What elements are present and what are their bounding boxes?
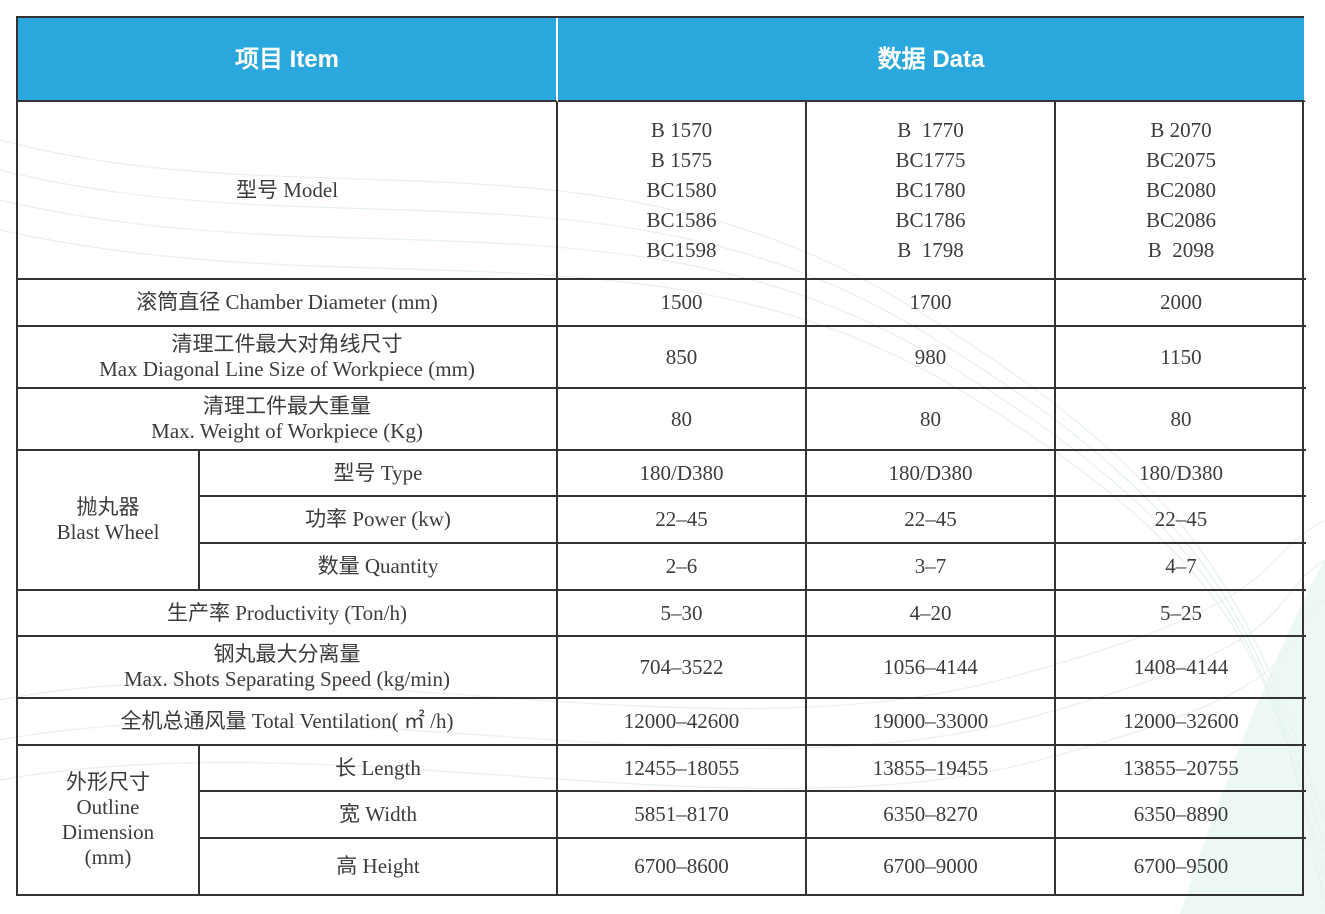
shots-value: 704–3522 — [558, 637, 807, 699]
model-value: B 2098 — [1147, 238, 1215, 262]
weight-value: 80 — [558, 389, 807, 451]
blast-type-value: 180/D380 — [1056, 451, 1306, 497]
width-value: 5851–8170 — [558, 792, 807, 839]
blast-power-label: 功率 Power (kw) — [200, 497, 558, 544]
outline-line: (mm) — [84, 845, 132, 869]
ventilation-value: 12000–32600 — [1056, 699, 1306, 746]
ventilation-value: 12000–42600 — [558, 699, 807, 746]
model-value: BC2080 — [1145, 178, 1216, 202]
blast-type-label: 型号 Type — [200, 451, 558, 497]
length-label: 长 Length — [200, 746, 558, 792]
model-label: 型号 Model — [18, 102, 558, 280]
productivity-value: 5–25 — [1056, 591, 1306, 637]
width-value: 6350–8270 — [807, 792, 1056, 839]
weight-value: 80 — [807, 389, 1056, 451]
width-value: 6350–8890 — [1056, 792, 1306, 839]
shots-label-en: Max. Shots Separating Speed (kg/min) — [123, 667, 451, 691]
blast-wheel-en: Blast Wheel — [56, 520, 160, 544]
outline-line: 外形尺寸 — [66, 770, 150, 794]
blast-wheel-group: 抛丸器 Blast Wheel — [18, 451, 200, 591]
ventilation-value: 19000–33000 — [807, 699, 1056, 746]
productivity-label: 生产率 Productivity (Ton/h) — [18, 591, 558, 637]
height-label: 高 Height — [200, 839, 558, 894]
model-value: BC1580 — [646, 178, 717, 202]
model-value: BC2075 — [1145, 148, 1216, 172]
weight-label-cn: 清理工件最大重量 — [203, 394, 371, 418]
outline-group: 外形尺寸 Outline Dimension (mm) — [18, 746, 200, 894]
model-list: B 1770 BC1775 BC1780 BC1786 B 1798 — [807, 102, 1056, 280]
blast-quantity-value: 4–7 — [1056, 544, 1306, 591]
length-value: 13855–19455 — [807, 746, 1056, 792]
weight-value: 80 — [1056, 389, 1306, 451]
shots-value: 1056–4144 — [807, 637, 1056, 699]
blast-power-value: 22–45 — [807, 497, 1056, 544]
blast-quantity-value: 2–6 — [558, 544, 807, 591]
length-value: 13855–20755 — [1056, 746, 1306, 792]
diagonal-label-cn: 清理工件最大对角线尺寸 — [171, 332, 403, 356]
ventilation-label: 全机总通风量 Total Ventilation( ㎡ /h) — [18, 699, 558, 746]
header-data: 数据 Data — [558, 18, 1306, 102]
shots-label-cn: 钢丸最大分离量 — [213, 642, 361, 666]
model-value: BC1598 — [646, 238, 717, 262]
model-list: B 2070 BC2075 BC2080 BC2086 B 2098 — [1056, 102, 1306, 280]
diagonal-label: 清理工件最大对角线尺寸 Max Diagonal Line Size of Wo… — [18, 327, 558, 389]
productivity-value: 5–30 — [558, 591, 807, 637]
height-value: 6700–8600 — [558, 839, 807, 894]
blast-power-value: 22–45 — [1056, 497, 1306, 544]
diagonal-label-en: Max Diagonal Line Size of Workpiece (mm) — [99, 357, 475, 381]
model-value: B 1575 — [650, 148, 713, 172]
model-value: BC1586 — [646, 208, 717, 232]
outline-line: Outline — [76, 795, 140, 819]
chamber-label: 滚筒直径 Chamber Diameter (mm) — [18, 280, 558, 327]
blast-type-value: 180/D380 — [807, 451, 1056, 497]
diagonal-value: 850 — [558, 327, 807, 389]
blast-wheel-cn: 抛丸器 — [76, 495, 140, 519]
shots-value: 1408–4144 — [1056, 637, 1306, 699]
weight-label: 清理工件最大重量 Max. Weight of Workpiece (Kg) — [18, 389, 558, 451]
blast-quantity-label: 数量 Quantity — [200, 544, 558, 591]
shots-label: 钢丸最大分离量 Max. Shots Separating Speed (kg/… — [18, 637, 558, 699]
diagonal-value: 980 — [807, 327, 1056, 389]
blast-power-value: 22–45 — [558, 497, 807, 544]
width-label: 宽 Width — [200, 792, 558, 839]
model-value: BC1780 — [895, 178, 966, 202]
model-value: B 1570 — [650, 118, 713, 142]
header-item: 项目 Item — [18, 18, 558, 102]
chamber-value: 1700 — [807, 280, 1056, 327]
diagonal-value: 1150 — [1056, 327, 1306, 389]
spec-table: 项目 Item 数据 Data 型号 Model B 1570 B 1575 B… — [16, 16, 1306, 896]
model-value: B 1770 — [897, 118, 964, 142]
model-value: B 1798 — [897, 238, 964, 262]
height-value: 6700–9500 — [1133, 854, 1229, 878]
model-value: BC2086 — [1145, 208, 1216, 232]
model-list: B 1570 B 1575 BC1580 BC1586 BC1598 — [558, 102, 807, 280]
height-value: 6700–9000 — [807, 839, 1056, 894]
chamber-value: 1500 — [558, 280, 807, 327]
model-value: B 2070 — [1150, 118, 1212, 142]
chamber-value: 2000 — [1056, 280, 1306, 327]
outline-line: Dimension — [61, 820, 155, 844]
weight-label-en: Max. Weight of Workpiece (Kg) — [151, 419, 423, 443]
blast-type-value: 180/D380 — [558, 451, 807, 497]
model-value: BC1786 — [895, 208, 966, 232]
productivity-value: 4–20 — [807, 591, 1056, 637]
model-value: BC1775 — [895, 148, 966, 172]
length-value: 12455–18055 — [558, 746, 807, 792]
blast-quantity-value: 3–7 — [807, 544, 1056, 591]
